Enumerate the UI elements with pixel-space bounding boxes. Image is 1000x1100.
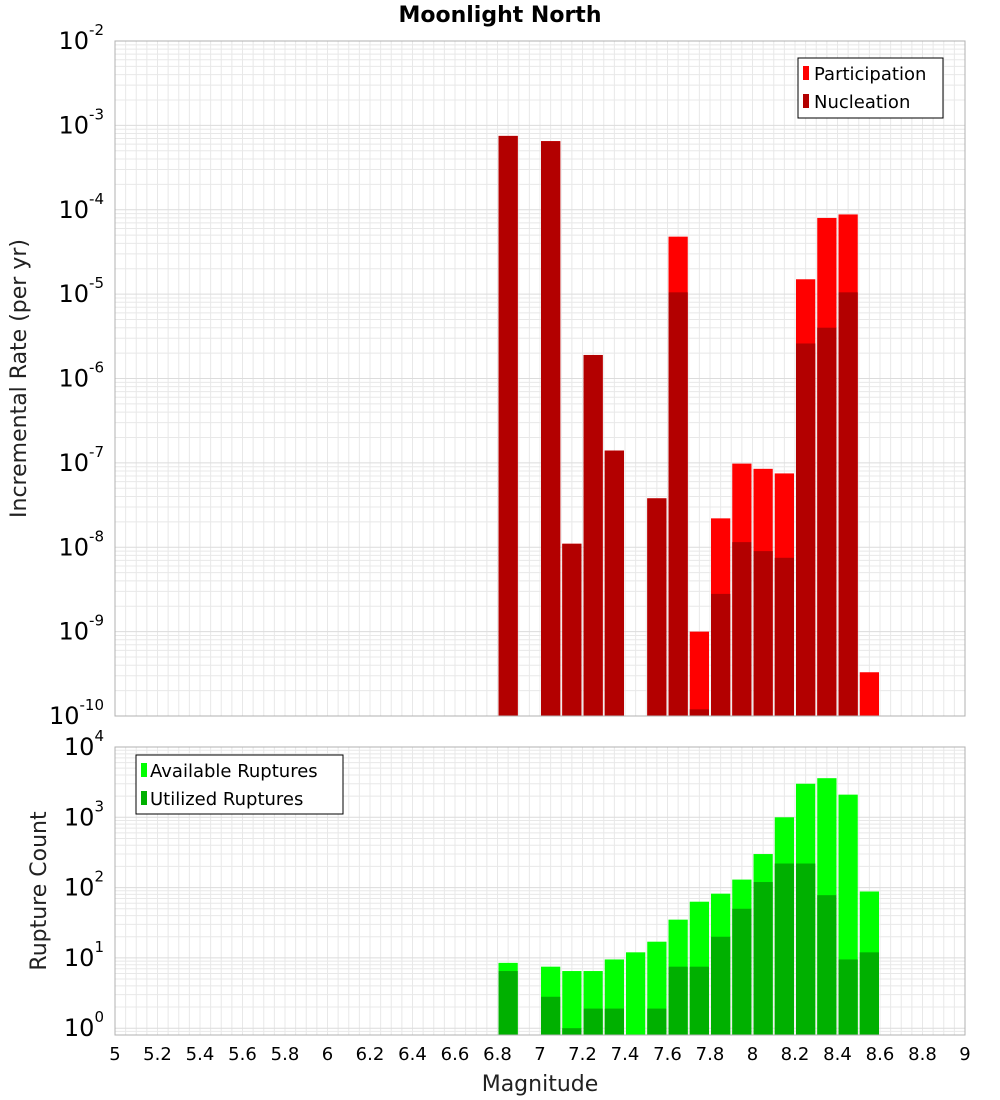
utilized-bar (562, 1028, 582, 1035)
x-tick-label: 7.6 (653, 1044, 682, 1065)
participation-legend-label: Participation (814, 64, 926, 85)
available-bar (626, 952, 646, 1035)
x-tick-label: 8.4 (823, 1044, 852, 1065)
x-tick-label: 8 (747, 1044, 758, 1065)
utilized-bars (498, 863, 879, 1035)
x-tick-label: 5.6 (228, 1044, 257, 1065)
utilized-bar (774, 863, 794, 1035)
x-tick-label: 9 (959, 1044, 970, 1065)
x-tick-label: 8.8 (908, 1044, 937, 1065)
utilized-bar (604, 1008, 624, 1035)
x-tick-label: 5.2 (143, 1044, 172, 1065)
x-tick-label: 7.4 (611, 1044, 640, 1065)
nucleation-bar (838, 292, 858, 716)
count-legend-box (135, 754, 344, 815)
utilized-bar (859, 952, 879, 1035)
nucleation-bar (498, 135, 518, 717)
y-tick-label: 10-9 (58, 612, 104, 646)
rate-y-ticks: 10-10 10-9 10-8 10-7 10-6 10-5 10-4 10-3 10-2 (49, 21, 104, 730)
nucleation-bar (668, 292, 688, 716)
y-tick-label: 10-4 (58, 190, 104, 224)
nucleation-bar (753, 551, 773, 716)
x-tick-label: 7 (534, 1044, 545, 1065)
y-tick-label: 103 (64, 797, 104, 831)
x-tick-label: 5.8 (271, 1044, 300, 1065)
rate-y-axis-label: Incremental Rate (per yr) (7, 239, 32, 518)
nucleation-bar (604, 450, 624, 716)
count-plot-frame (114, 746, 966, 1036)
x-axis-label: Magnitude (482, 1072, 599, 1097)
x-tick-label: 6.8 (483, 1044, 512, 1065)
x-tick-label: 6.4 (398, 1044, 427, 1065)
count-legend: Available Ruptures Utilized Ruptures (135, 754, 344, 815)
y-tick-label: 10-7 (58, 443, 104, 477)
y-tick-label: 100 (64, 1008, 104, 1042)
nucleation-swatch (803, 94, 809, 108)
utilized-bar (668, 966, 688, 1035)
count-y-axis-label: Rupture Count (27, 811, 52, 971)
utilized-bar (753, 882, 773, 1035)
participation-swatch (803, 66, 809, 80)
y-tick-label: 10-2 (58, 21, 104, 55)
nucleation-bar (817, 327, 837, 716)
utilized-swatch (141, 791, 147, 805)
x-tick-label: 7.2 (568, 1044, 597, 1065)
rate-panel: 10-10 10-9 10-8 10-7 10-6 10-5 10-4 10-3 10-2 In… (7, 21, 966, 730)
nucleation-bar (689, 709, 709, 716)
x-tick-label: 8.6 (866, 1044, 895, 1065)
participation-bar (859, 672, 879, 716)
rate-legend-box (797, 57, 944, 119)
nucleation-bars (498, 135, 858, 717)
utilized-bar (732, 908, 752, 1035)
x-tick-label: 5 (109, 1044, 120, 1065)
nucleation-bar (796, 343, 816, 716)
count-panel: 100 101 102 103 104 5 5.2 5.4 5.6 5.8 6 6.2 6.4 6.6 6… (27, 727, 971, 1097)
count-y-ticks: 100 101 102 103 104 (64, 727, 104, 1042)
x-tick-label: 6.6 (441, 1044, 470, 1065)
rate-plot-frame (114, 40, 966, 717)
utilized-bar (583, 1008, 603, 1035)
utilized-bar (711, 936, 731, 1035)
nucleation-bar (732, 542, 752, 716)
y-tick-label: 10-10 (49, 696, 104, 730)
y-tick-label: 10-3 (58, 105, 104, 139)
rate-grid (114, 41, 966, 717)
x-ticks: 5 5.2 5.4 5.6 5.8 6 6.2 6.4 6.6 6.8 7 7.2 7.4 7.6 7.8 8… (109, 1044, 970, 1065)
x-tick-label: 6.2 (356, 1044, 385, 1065)
nucleation-bar (647, 498, 667, 716)
utilized-bar (838, 959, 858, 1035)
rate-legend: Participation Nucleation (797, 57, 944, 119)
utilized-bar (817, 895, 837, 1035)
nucleation-bar (562, 543, 582, 716)
utilized-legend-label: Utilized Ruptures (150, 789, 303, 810)
available-bar (562, 971, 582, 1035)
x-tick-label: 7.8 (696, 1044, 725, 1065)
nucleation-legend-label: Nucleation (814, 92, 910, 113)
chart-title: Moonlight North (398, 3, 601, 28)
y-tick-label: 10-8 (58, 527, 104, 561)
y-tick-label: 102 (64, 868, 104, 902)
utilized-bar (796, 863, 816, 1035)
x-tick-label: 5.4 (186, 1044, 215, 1065)
y-tick-label: 104 (64, 727, 104, 761)
y-tick-label: 10-6 (58, 359, 104, 393)
available-swatch (141, 763, 147, 777)
participation-bar (689, 631, 709, 716)
y-tick-label: 101 (64, 938, 104, 972)
utilized-bar (541, 996, 561, 1035)
available-legend-label: Available Ruptures (150, 761, 318, 782)
nucleation-bar (583, 354, 603, 716)
nucleation-bar (541, 141, 561, 717)
utilized-bar (689, 966, 709, 1035)
y-tick-label: 10-5 (58, 274, 104, 308)
x-tick-label: 6 (322, 1044, 333, 1065)
nucleation-bar (711, 593, 731, 716)
nucleation-bar (774, 557, 794, 716)
x-tick-label: 8.2 (781, 1044, 810, 1065)
utilized-bar (647, 1008, 667, 1035)
utilized-bar (498, 971, 518, 1035)
